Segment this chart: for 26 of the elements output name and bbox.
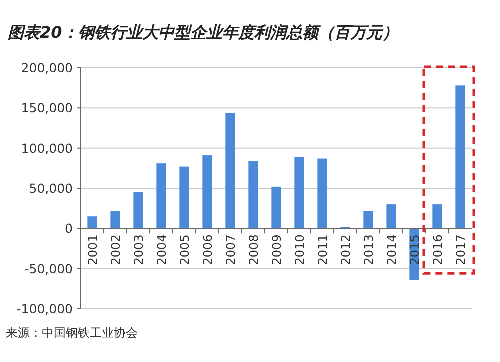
x-tick-label: 2012 (339, 234, 353, 266)
source-note: 来源：中国钢铁工业协会 (6, 326, 138, 340)
y-tick-label: 150,000 (21, 100, 74, 116)
x-tick-label: 2004 (155, 234, 169, 266)
x-tick-label: 2003 (132, 234, 146, 266)
x-tick-label: 2006 (201, 234, 215, 266)
x-tick-label: 2001 (86, 234, 100, 266)
x-tick-label: 2017 (454, 234, 468, 266)
x-tick-label: 2007 (224, 234, 238, 266)
x-tick-label: 2013 (362, 234, 376, 266)
y-tick-label: 50,000 (29, 181, 74, 196)
x-tick-label: 2008 (247, 234, 261, 266)
x-tick-label: 2002 (109, 234, 123, 266)
x-tick-label: 2016 (431, 234, 445, 266)
y-tick-label: 100,000 (21, 140, 74, 156)
x-tick-label: 2010 (293, 234, 307, 266)
y-tick-label: -50,000 (24, 261, 74, 276)
y-tick-label: 0 (65, 221, 74, 236)
chart-title: 图表20：钢铁行业大中型企业年度利润总额（百万元） (8, 23, 398, 42)
x-tick-label: 2009 (270, 234, 284, 266)
x-tick-label: 2015 (408, 234, 422, 266)
x-tick-label: 2014 (385, 234, 399, 266)
x-tick-label: 2011 (316, 234, 330, 266)
y-tick-label: -100,000 (16, 302, 74, 316)
y-tick-label: 200,000 (21, 60, 74, 76)
x-tick-label: 2005 (178, 234, 192, 266)
